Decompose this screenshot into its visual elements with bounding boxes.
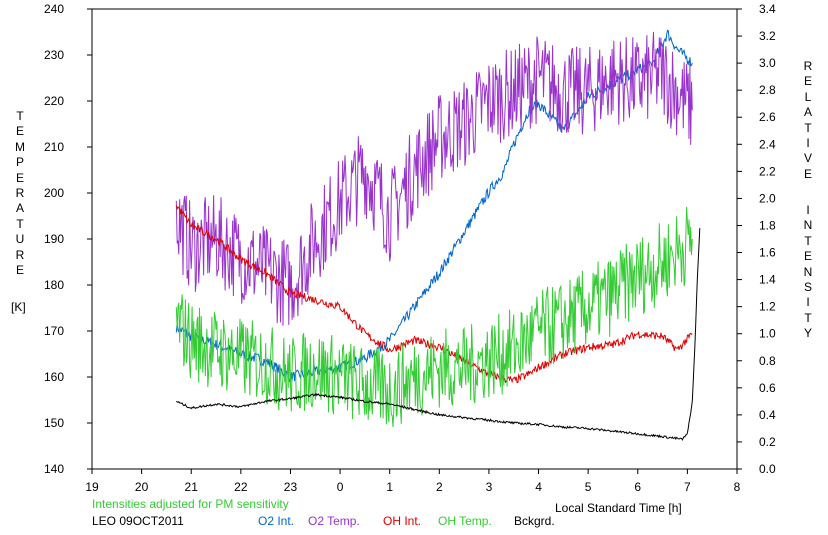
series-lines [175,29,701,442]
legend-o2-int: O2 Int. [258,514,295,528]
x-tick-label: 3 [486,480,493,494]
right-tick-label: 3.0 [759,56,776,70]
right-axis-ticks: 0.0 0.2 0.4 0.6 0.8 1.0 1.2 1.4 1.6 1.8 2.0 2.2 2.4 2… [737,2,776,476]
station-date-label: LEO 09OCT2011 [92,514,184,528]
left-tick-label: 200 [44,186,64,200]
right-tick-label: 1.6 [759,246,776,260]
x-tick-label: 2 [436,480,443,494]
x-tick-label: 6 [634,480,641,494]
x-axis-label: Local Standard Time [h] [555,501,682,515]
right-tick-label: 1.2 [759,300,776,314]
x-tick-label: 23 [284,480,298,494]
series-line-oh-temp [175,206,693,428]
right-tick-label: 0.4 [759,408,776,422]
x-tick-label: 7 [684,480,691,494]
legend-oh-int: OH Int. [383,514,422,528]
pm-sensitivity-note: Intensities adjusted for PM sensitivity [92,497,289,511]
series-line-o2-temp [175,31,693,326]
right-tick-label: 1.8 [759,218,776,232]
left-tick-label: 240 [44,2,64,16]
right-tick-label: 2.6 [759,110,776,124]
right-tick-label: 3.2 [759,29,776,43]
left-tick-label: 210 [44,140,64,154]
right-tick-label: 2.2 [759,164,776,178]
series-line-bckgrd [175,228,701,442]
right-tick-label: 2.8 [759,83,776,97]
x-tick-label: 21 [185,480,199,494]
right-tick-label: 0.6 [759,381,776,395]
left-tick-label: 150 [44,416,64,430]
x-tick-label: 4 [535,480,542,494]
right-tick-label: 3.4 [759,2,776,16]
left-tick-label: 190 [44,232,64,246]
left-tick-label: 170 [44,324,64,338]
series-line-o2-int [175,29,693,383]
x-tick-label: 1 [386,480,393,494]
right-tick-label: 1.0 [759,327,776,341]
x-tick-label: 8 [734,480,741,494]
left-axis-ticks: 140 150 160 170 180 190 200 210 220 230 240 [44,2,92,476]
legend-o2-temp: O2 Temp. [308,514,360,528]
right-tick-label: 0.8 [759,354,776,368]
x-tick-label: 20 [135,480,149,494]
right-tick-label: 0.2 [759,435,776,449]
left-axis-unit: [K] [11,300,26,314]
x-tick-label: 0 [337,480,344,494]
left-tick-label: 230 [44,48,64,62]
left-tick-label: 140 [44,462,64,476]
left-tick-label: 220 [44,94,64,108]
legend-bckgrd: Bckgrd. [514,514,555,528]
x-tick-label: 22 [234,480,248,494]
series-line-oh-int [175,205,693,384]
x-tick-label: 19 [85,480,99,494]
right-tick-label: 0.0 [759,462,776,476]
right-tick-label: 2.4 [759,137,776,151]
x-axis-ticks: 19 20 21 22 23 0 1 2 3 4 5 6 7 8 [85,469,741,494]
right-tick-label: 2.0 [759,191,776,205]
left-tick-label: 160 [44,370,64,384]
x-tick-label: 5 [585,480,592,494]
legend-oh-temp: OH Temp. [438,514,492,528]
right-tick-label: 1.4 [759,273,776,287]
left-tick-label: 180 [44,278,64,292]
